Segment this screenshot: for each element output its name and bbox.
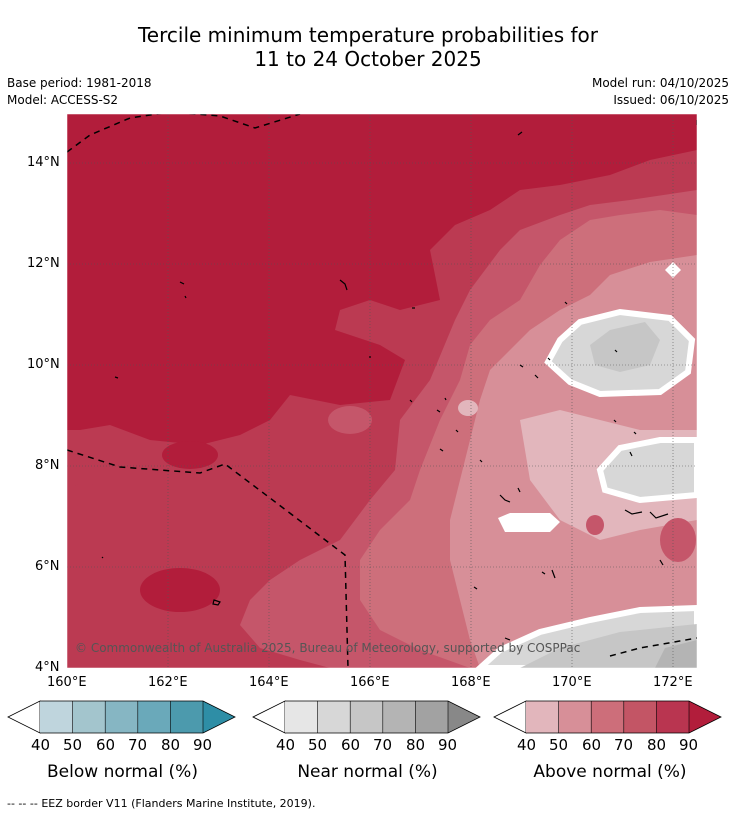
lat-label-12n: 12°N — [27, 256, 60, 271]
region-near-50c — [520, 624, 697, 668]
colorbar-above-segment-3 — [623, 701, 657, 733]
colorbar-below-segment-5 — [203, 701, 235, 733]
lat-label-6n: 6°N — [35, 559, 60, 574]
colorbar-above-segment-1 — [558, 701, 592, 733]
map-credit: © Commonwealth of Australia 2025, Bureau… — [75, 641, 581, 655]
map-title-line1: Tercile minimum temperature probabilitie… — [137, 23, 599, 47]
colorbar-near-min-arrow — [252, 700, 286, 734]
map-title-line2: 11 to 24 October 2025 — [254, 47, 482, 71]
lon-label-164e: 164°E — [249, 675, 289, 690]
colorbar-below-segment-4 — [170, 701, 203, 733]
above-tick-40: 40 — [517, 736, 537, 754]
colorbar-near-segment-3 — [382, 701, 416, 733]
colorbar-below-segment-3 — [137, 701, 171, 733]
issued-date: Issued: 06/10/2025 — [613, 93, 729, 107]
spot-c — [162, 441, 218, 469]
lon-label-162e: 162°E — [148, 675, 188, 690]
above-normal-label: Above normal (%) — [533, 762, 687, 782]
colorbar-near-segment-1 — [317, 701, 351, 733]
near-tick-80: 80 — [406, 736, 426, 754]
above-tick-70: 70 — [614, 736, 634, 754]
colorbar-above-segment-0 — [526, 701, 559, 733]
above-tick-60: 60 — [582, 736, 602, 754]
eez-borders — [67, 114, 697, 668]
colorbar-below-segment-1 — [72, 701, 106, 733]
region-near-60c — [655, 640, 697, 668]
colorbar-near-segment-4 — [415, 701, 448, 733]
lon-label-166e: 166°E — [350, 675, 390, 690]
colorbar-near-segment-5 — [448, 701, 480, 733]
colorbar-above-segment-5 — [689, 701, 721, 733]
colorbar-near-segment-2 — [350, 701, 383, 733]
near-tick-90: 90 — [438, 736, 458, 754]
above-tick-50: 50 — [549, 736, 569, 754]
below-tick-90: 90 — [193, 736, 213, 754]
colorbar-below-min-arrow — [7, 700, 41, 734]
colorbar-above — [493, 700, 722, 734]
colorbar-above-segment-4 — [656, 701, 689, 733]
below-tick-80: 80 — [161, 736, 181, 754]
lon-label-160e: 160°E — [47, 675, 87, 690]
probability-map — [66, 113, 698, 669]
region-white-a — [498, 513, 560, 532]
lat-label-14n: 14°N — [27, 155, 60, 170]
near-normal-label: Near normal (%) — [297, 762, 438, 782]
eez-legend-text: EEZ border V11 (Flanders Marine Institut… — [41, 797, 316, 810]
lon-label-168e: 168°E — [451, 675, 491, 690]
below-tick-40: 40 — [31, 736, 51, 754]
lat-label-8n: 8°N — [35, 458, 60, 473]
below-tick-70: 70 — [128, 736, 148, 754]
spot-d — [328, 406, 372, 434]
spot-a — [458, 400, 478, 416]
colorbar-below-segment-0 — [40, 701, 73, 733]
eez-dash-symbol: -- -- -- — [7, 797, 38, 810]
colorbars — [7, 700, 722, 734]
near-tick-40: 40 — [276, 736, 296, 754]
lon-label-170e: 170°E — [552, 675, 592, 690]
below-normal-label: Below normal (%) — [47, 762, 198, 782]
colorbar-above-segment-2 — [591, 701, 624, 733]
near-tick-60: 60 — [341, 736, 361, 754]
model-name: Model: ACCESS-S2 — [7, 93, 119, 107]
spot-g — [140, 568, 220, 612]
near-tick-70: 70 — [373, 736, 393, 754]
below-tick-60: 60 — [96, 736, 116, 754]
model-run: Model run: 04/10/2025 — [591, 76, 729, 90]
lat-label-10n: 10°N — [27, 357, 60, 372]
spot-b — [69, 483, 101, 507]
lat-label-4n: 4°N — [35, 660, 60, 675]
colorbar-near-segment-0 — [285, 701, 318, 733]
colorbar-below-segment-2 — [105, 701, 138, 733]
below-tick-50: 50 — [63, 736, 83, 754]
spot-e — [586, 515, 604, 535]
colorbar-near — [252, 700, 481, 734]
gridlines — [67, 114, 697, 668]
above-tick-90: 90 — [679, 736, 699, 754]
spot-f — [660, 518, 696, 562]
islands — [101, 120, 697, 641]
colorbar-above-min-arrow — [493, 700, 527, 734]
colorbar-below — [7, 700, 236, 734]
lon-label-172e: 172°E — [653, 675, 693, 690]
region-near-40b — [596, 437, 697, 504]
above-tick-80: 80 — [647, 736, 667, 754]
base-period: Base period: 1981-2018 — [7, 76, 152, 90]
near-tick-50: 50 — [308, 736, 328, 754]
region-near-50a — [590, 322, 660, 372]
eez-legend-footer: -- -- -- EEZ border V11 (Flanders Marine… — [7, 797, 315, 810]
